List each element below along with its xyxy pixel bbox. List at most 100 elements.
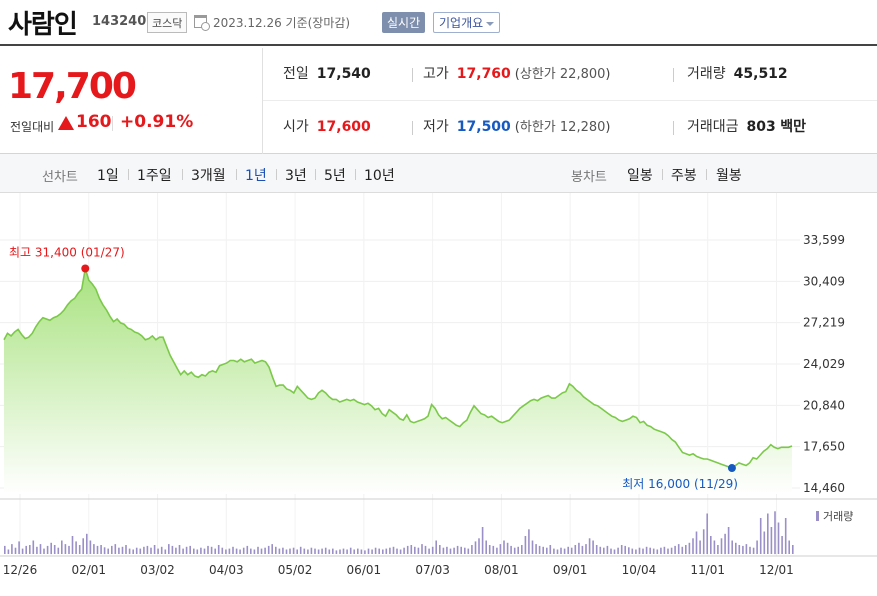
volume-bar — [118, 547, 120, 554]
volume-bar — [385, 548, 388, 554]
x-tick-label: 04/03 — [209, 563, 244, 577]
volume-bar — [378, 548, 380, 554]
volume-bar — [196, 549, 199, 554]
volume-bar — [282, 547, 284, 554]
volume-bar — [624, 545, 626, 554]
volume-bar — [21, 548, 24, 554]
divider — [315, 169, 316, 180]
volume-bar — [200, 547, 202, 554]
realtime-button[interactable]: 실시간 — [382, 12, 426, 33]
volume-bar — [702, 529, 705, 555]
volume-bar — [339, 549, 341, 554]
tab-monthly[interactable]: 월봉 — [716, 168, 742, 184]
volume-bar — [774, 511, 776, 555]
volume-bar — [706, 513, 708, 554]
volume-bar — [496, 547, 498, 554]
volume-bar — [735, 542, 737, 555]
y-tick-label: 17,650 — [803, 440, 845, 454]
volume-bar — [228, 548, 231, 554]
x-tick-label: 10/04 — [622, 563, 657, 577]
volume-bar — [278, 548, 281, 554]
volume-bar — [670, 547, 673, 554]
y-tick-label: 33,599 — [803, 233, 845, 247]
y-tick-label: 27,219 — [803, 316, 845, 330]
volume-bar — [478, 538, 480, 554]
volume-bar — [160, 546, 163, 554]
volume-bar — [724, 533, 726, 555]
tab-5y[interactable]: 5년 — [324, 168, 346, 184]
volume-bar — [649, 547, 651, 554]
tab-1w[interactable]: 1주일 — [137, 168, 172, 184]
x-tick-label: 08/01 — [484, 563, 519, 577]
volume-bar — [606, 545, 609, 554]
volume-bar — [135, 547, 138, 554]
volume-bar — [492, 545, 495, 554]
volume-bar — [50, 542, 52, 555]
chart-tabs: 선차트 1일 1주일 3개월 1년 3년 5년 10년 봉차트 일봉 주봉 월봉 — [0, 154, 877, 193]
volume-legend: 거래량 — [823, 510, 853, 523]
volume-bar — [317, 549, 320, 554]
volume-bar — [139, 548, 142, 554]
volume-bar — [677, 544, 680, 554]
volume-bar — [367, 548, 370, 554]
volume-bar — [635, 549, 637, 554]
volume-bar — [759, 518, 762, 554]
x-tick-label: 06/01 — [347, 563, 382, 577]
volume-bar — [189, 545, 191, 554]
change-value: 160 — [76, 112, 112, 132]
price-chart-svg: 33,599 30,409 27,219 24,029 20,840 17,650 14,4… — [0, 193, 877, 577]
volume-bar — [164, 549, 167, 554]
change-percent: +0.91% — [120, 112, 194, 132]
day-high: 고가 17,760 (상한가 22,800) — [423, 48, 610, 101]
x-tick-label: 05/02 — [278, 563, 313, 577]
open-label: 시가 — [283, 119, 309, 135]
volume-bar — [310, 547, 313, 554]
volume-bar — [46, 545, 49, 554]
volume-bar — [560, 547, 562, 554]
volume-bar — [777, 522, 780, 554]
volume-bar — [396, 548, 398, 554]
current-price-box: 17,700 전일대비 160 +0.91% — [0, 48, 263, 154]
price-area — [4, 268, 792, 494]
volume-label: 거래량 — [687, 66, 726, 82]
volume-bar — [178, 545, 181, 554]
volume-bar — [781, 536, 783, 554]
divider — [662, 169, 663, 180]
date-basis: 기준(장마감) — [285, 16, 351, 30]
x-tick-label: 12/01 — [759, 563, 794, 577]
volume-bar — [449, 548, 452, 554]
tab-3y[interactable]: 3년 — [285, 168, 307, 184]
tab-10y[interactable]: 10년 — [364, 168, 395, 184]
volume-bar — [150, 547, 152, 554]
x-tick-label: 07/03 — [415, 563, 450, 577]
volume-bar — [260, 548, 263, 554]
volume-bar — [549, 545, 552, 554]
volume-bar — [111, 545, 113, 554]
volume-value: 45,512 — [733, 66, 788, 82]
volume-bar — [767, 513, 769, 554]
prev-close-label: 전일 — [283, 66, 309, 82]
tab-daily[interactable]: 일봉 — [627, 168, 653, 184]
volume-bar — [235, 548, 238, 554]
current-price: 17,700 — [8, 66, 137, 107]
low-label: 저가 — [423, 119, 449, 135]
volume-bar — [528, 529, 530, 555]
tab-3m[interactable]: 3개월 — [191, 168, 226, 184]
tab-weekly[interactable]: 주봉 — [671, 168, 697, 184]
volume-bar — [731, 540, 733, 554]
volume-bar — [414, 546, 416, 554]
volume-bar — [193, 548, 195, 554]
volume-bar — [421, 544, 423, 554]
divider — [355, 169, 356, 180]
lower-limit-value: 12,280 — [559, 120, 606, 135]
volume-bar — [61, 540, 63, 554]
volume-bar — [374, 547, 377, 554]
company-overview-button[interactable]: 기업개요 — [433, 12, 501, 33]
volume-bar — [656, 549, 659, 554]
y-tick-label: 24,029 — [803, 357, 845, 371]
volume-bar — [535, 544, 537, 554]
stock-name: 사람인 — [8, 10, 78, 40]
tab-1d[interactable]: 1일 — [97, 168, 119, 184]
tab-1y[interactable]: 1년 — [245, 168, 267, 184]
volume-bar — [417, 547, 420, 554]
